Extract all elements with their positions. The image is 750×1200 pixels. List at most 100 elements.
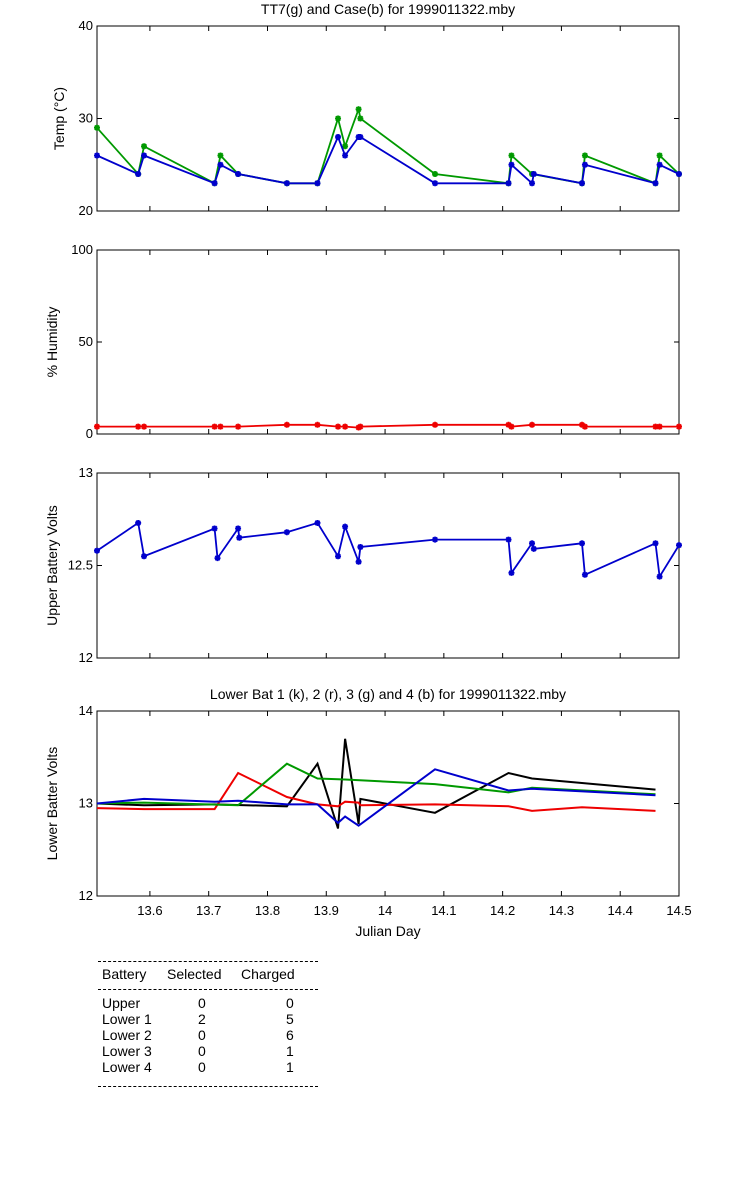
data-point (530, 171, 537, 177)
x-tick-label: 14.5 (666, 903, 691, 918)
plot-frame (96, 25, 680, 212)
data-point (141, 553, 148, 560)
data-point (211, 180, 218, 187)
data-point (217, 423, 224, 430)
data-point (135, 423, 142, 430)
x-tick-label: 14.3 (549, 903, 574, 918)
data-point (581, 161, 588, 168)
data-point (217, 161, 224, 168)
data-point (335, 553, 342, 560)
data-point (236, 534, 243, 541)
data-point (235, 423, 242, 430)
y-axis-label: Upper Battery Volts (44, 505, 60, 626)
data-point (508, 152, 515, 159)
x-axis-label: Julian Day (355, 923, 420, 939)
data-point (94, 423, 100, 430)
data-point (235, 525, 242, 532)
row-charged: 6 (286, 1027, 294, 1043)
y-tick-label: 0 (86, 426, 93, 441)
y-tick-label: 50 (79, 334, 93, 349)
table-row: Lower 1 2 5 (98, 1011, 318, 1027)
data-point (676, 423, 682, 430)
data-point (505, 536, 512, 543)
data-point (355, 558, 362, 565)
y-axis-label: Lower Batter Volts (44, 747, 60, 861)
series-line (96, 521, 680, 580)
data-point (135, 171, 142, 177)
data-point (335, 423, 342, 430)
data-point (656, 161, 663, 168)
data-point (676, 171, 682, 177)
data-point (652, 180, 659, 187)
table-header-row: Battery Selected Charged (98, 966, 318, 982)
data-point (342, 523, 349, 530)
data-point (283, 421, 290, 428)
row-selected: 2 (198, 1011, 206, 1027)
y-axis-label: % Humidity (44, 307, 60, 378)
data-point (508, 423, 515, 430)
data-point (94, 152, 100, 159)
x-tick-label: 13.9 (314, 903, 339, 918)
data-point (342, 152, 349, 159)
data-point (432, 171, 439, 177)
table-row: Lower 2 0 6 (98, 1027, 318, 1043)
series-line (96, 134, 680, 186)
row-charged: 0 (286, 995, 294, 1011)
data-point (355, 106, 362, 113)
data-point (508, 569, 515, 576)
data-point (314, 519, 321, 526)
data-point (581, 152, 588, 159)
x-tick-label: 14.1 (431, 903, 456, 918)
data-point (141, 143, 148, 150)
y-tick-label: 20 (79, 203, 93, 218)
row-battery: Lower 3 (102, 1043, 152, 1059)
data-point (652, 423, 659, 430)
data-point (342, 423, 349, 430)
data-point (214, 555, 221, 562)
data-point (342, 143, 349, 150)
data-point (530, 545, 537, 552)
data-point (652, 540, 659, 547)
data-point (656, 573, 663, 580)
x-tick-label: 14.2 (490, 903, 515, 918)
y-tick-label: 12.5 (68, 558, 93, 573)
data-point (335, 115, 342, 122)
data-point (581, 423, 588, 430)
data-point (357, 115, 364, 122)
battery-table: Battery Selected Charged Upper 0 0 Lower… (98, 961, 318, 1087)
data-point (211, 423, 218, 430)
header-battery: Battery (102, 966, 147, 982)
data-point (211, 525, 218, 532)
x-tick-label: 14.4 (608, 903, 633, 918)
row-selected: 0 (198, 995, 206, 1011)
data-point (235, 171, 242, 177)
data-point (505, 180, 512, 187)
y-tick-label: 14 (79, 703, 93, 718)
table-top-rule (98, 961, 318, 962)
row-charged: 1 (286, 1043, 294, 1059)
data-point (432, 180, 439, 187)
data-point (135, 519, 142, 526)
table-row: Upper 0 0 (98, 995, 318, 1011)
data-point (581, 571, 588, 578)
data-point (579, 421, 585, 428)
table-header-rule (98, 989, 318, 990)
data-point (217, 152, 224, 159)
data-point (141, 423, 148, 430)
y-tick-label: 12 (79, 888, 93, 903)
data-point (283, 529, 290, 536)
row-selected: 0 (198, 1043, 206, 1059)
data-point (579, 540, 585, 547)
y-tick-label: 13 (79, 796, 93, 811)
series-line (96, 762, 656, 807)
data-point (508, 161, 515, 168)
data-point (529, 540, 536, 547)
row-charged: 1 (286, 1059, 294, 1075)
data-point (656, 152, 663, 159)
y-tick-label: 12 (79, 650, 93, 665)
y-tick-label: 40 (79, 18, 93, 33)
data-point (432, 536, 439, 543)
row-battery: Lower 2 (102, 1027, 152, 1043)
data-point (529, 421, 536, 428)
header-selected: Selected (167, 966, 222, 982)
